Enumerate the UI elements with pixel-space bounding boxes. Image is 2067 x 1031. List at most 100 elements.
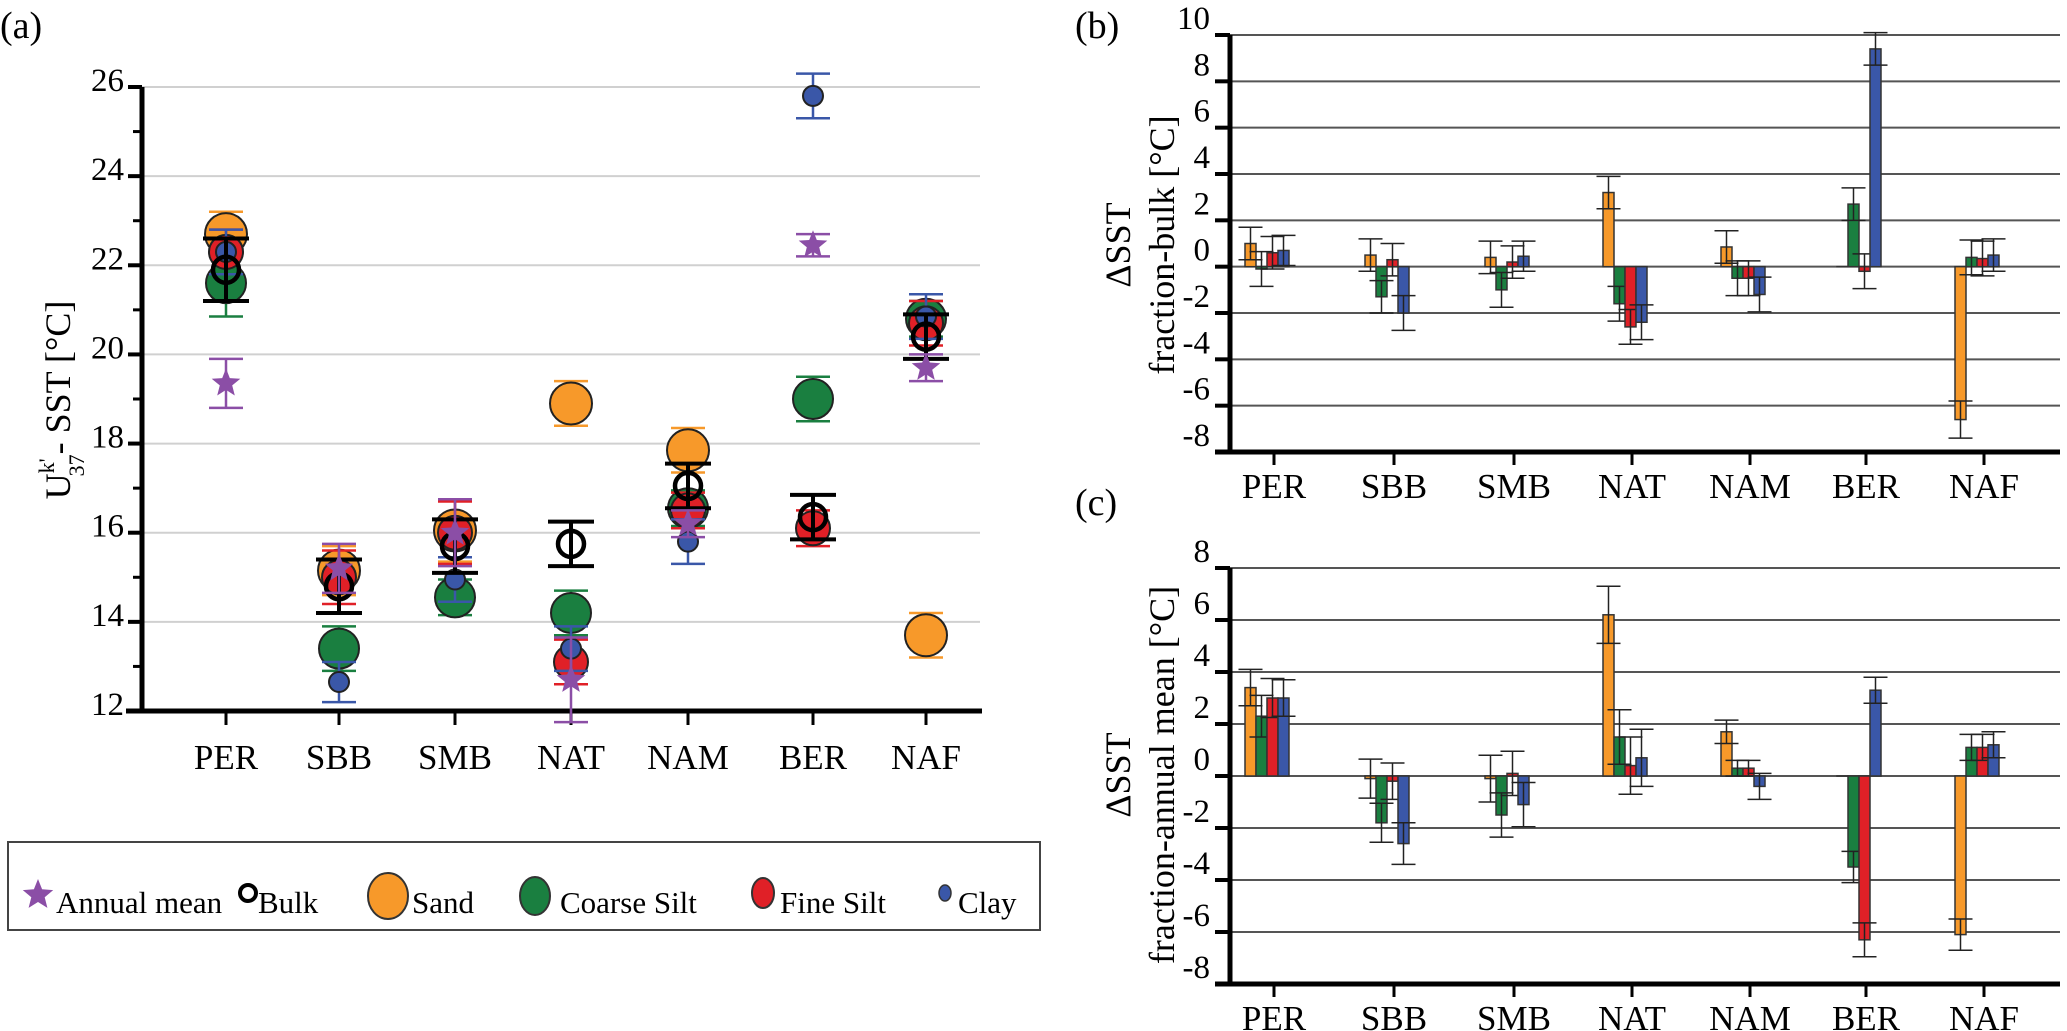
bar-clay	[1981, 238, 2006, 273]
data-point-clay	[322, 660, 356, 704]
bar-coarse-silt	[1841, 187, 1866, 268]
panel-b-y-axis-title: ΔSST fraction-bulk [°C]	[1098, 115, 1182, 374]
bar-fine-silt	[1736, 260, 1761, 297]
y-tick-label: -8	[1183, 950, 1211, 986]
panel-b-grid	[1230, 34, 2060, 407]
y-tick-label: 2	[1194, 186, 1211, 222]
sand-circle-icon	[367, 872, 409, 920]
data-point-annual_mean	[909, 352, 943, 383]
open-circle-icon	[238, 883, 258, 903]
star-marker	[324, 553, 354, 581]
panel-a-label: (a)	[0, 5, 42, 47]
legend-label: Bulk	[258, 885, 319, 920]
panel-a-x-ticks: PER SBB SMB NAT NAM BER NAF	[194, 711, 961, 777]
legend-label: Annual mean	[56, 885, 223, 920]
bar-fine-silt	[1852, 775, 1877, 958]
panel-a-marks	[203, 72, 949, 724]
y-tick-label: -8	[1183, 418, 1211, 454]
open-circle-marker	[910, 321, 942, 352]
bar-clay	[1629, 728, 1654, 788]
x-tick-label: NAT	[537, 738, 605, 777]
star-marker	[911, 352, 941, 380]
legend-item-annual-mean: Annual mean	[22, 879, 223, 920]
panel-c-x-ticks: PER SBB SMB NAT NAM BER NAF	[1242, 984, 2019, 1031]
y-tick-label: -4	[1183, 325, 1211, 361]
legend-label: Clay	[958, 885, 1017, 920]
coarse-silt-circle-icon	[519, 876, 551, 916]
y-tick-label: 26	[91, 63, 124, 99]
bar-clay	[1981, 731, 2006, 777]
data-point-sand	[549, 379, 593, 427]
y-tick-label: 16	[91, 509, 124, 545]
legend-item-coarse-silt: Coarse Silt	[519, 876, 697, 920]
x-tick-label: NAM	[1709, 999, 1791, 1031]
legend-label: Fine Silt	[780, 885, 886, 920]
data-point-annual_mean	[209, 357, 243, 410]
legend-label: Sand	[412, 885, 475, 920]
bar-clay	[1271, 679, 1296, 777]
y-tick-label: 12	[91, 687, 124, 723]
bar-clay	[1747, 772, 1772, 801]
data-point-clay	[796, 72, 830, 120]
panel-b-ylabel-line1: ΔSST	[1098, 202, 1138, 287]
data-point-sand	[666, 426, 710, 474]
bar-fine-silt	[1970, 240, 1995, 277]
bar-clay	[1391, 265, 1416, 332]
bar-rect	[1858, 775, 1871, 941]
panel-c-label: (c)	[1075, 482, 1117, 524]
bar-clay	[1747, 265, 1772, 313]
bar-sand	[1948, 265, 1973, 439]
bar-sand	[1596, 585, 1621, 777]
legend: Annual mean Bulk Sand Coarse Silt Fine Silt C…	[7, 841, 1041, 931]
bar-rect	[1869, 48, 1882, 268]
circle-marker	[792, 378, 834, 420]
bar-coarse-silt	[1959, 239, 1984, 276]
bar-rect	[1954, 265, 1967, 421]
data-point-coarse_silt	[550, 589, 592, 637]
open-circle-marker	[555, 528, 587, 560]
y-tick-label: 6	[1194, 94, 1211, 130]
circle-marker	[904, 613, 948, 658]
x-tick-label: SBB	[1361, 999, 1427, 1031]
bar-sand	[1948, 775, 1973, 951]
data-point-annual_mean	[322, 542, 356, 595]
panel-c-y-axis-title: ΔSST fraction-annual mean [°C]	[1098, 586, 1182, 964]
legend-box	[7, 841, 1041, 931]
x-tick-label: SMB	[1477, 467, 1551, 506]
open-circle-marker	[210, 254, 242, 285]
panel-a-y-axis-title: Uk' 37- SST [°C]	[34, 301, 89, 500]
data-point-bulk	[548, 519, 594, 569]
panel-b-axes	[1215, 35, 2060, 455]
bar-clay	[1391, 775, 1416, 866]
y-tick-label: -4	[1183, 846, 1211, 882]
x-tick-label: NAF	[1949, 467, 2019, 506]
ylabel-sub: 37	[64, 454, 89, 476]
panel-c-grid	[1230, 567, 2060, 933]
x-tick-label: NAF	[891, 738, 961, 777]
bar-clay	[1629, 265, 1654, 341]
panel-b: (b) -8 -6 -4 -2 0 2 4 6 8 10 PER SBB SMB NAT NAM BER NA…	[1075, 1, 2060, 506]
svg-text:Uk'37- SST [°C]: Uk' 37- SST [°C]	[34, 301, 89, 500]
data-point-annual_mean	[554, 636, 588, 724]
panel-b-marks	[1238, 31, 2006, 439]
x-tick-label: NAT	[1598, 467, 1666, 506]
star-marker	[211, 368, 241, 396]
x-tick-label: SBB	[306, 738, 372, 777]
star-marker	[440, 517, 470, 545]
x-tick-label: NAM	[647, 738, 729, 777]
bar-fine-silt	[1380, 762, 1405, 801]
y-tick-label: 8	[1194, 534, 1211, 570]
y-tick-label: 22	[91, 241, 124, 277]
bar-rect	[1954, 775, 1967, 936]
clay-circle-icon	[938, 884, 952, 902]
bar-clay	[1863, 676, 1888, 777]
star-icon	[22, 879, 54, 908]
x-tick-label: SMB	[418, 738, 492, 777]
x-tick-label: SMB	[1477, 999, 1551, 1031]
legend-item-sand: Sand	[367, 872, 475, 920]
x-tick-label: NAM	[1709, 467, 1791, 506]
data-point-bulk	[203, 236, 249, 303]
y-tick-label: -2	[1183, 279, 1211, 315]
y-tick-label: 18	[91, 420, 124, 456]
panel-b-x-ticks: PER SBB SMB NAT NAM BER NAF	[1242, 452, 2019, 506]
